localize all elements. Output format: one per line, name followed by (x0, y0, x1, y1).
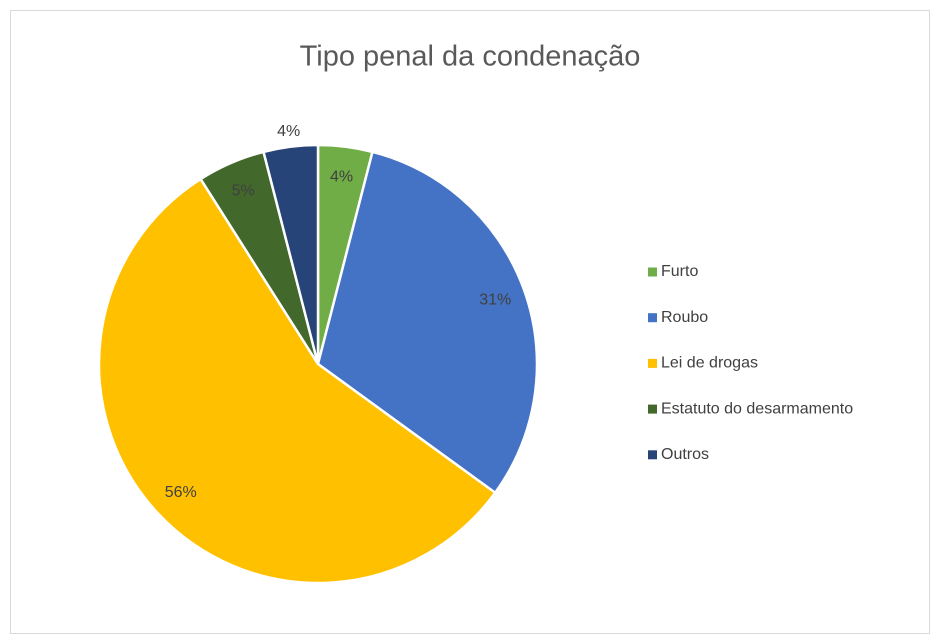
legend-swatch (648, 358, 657, 368)
data-label: 4% (277, 123, 300, 140)
legend-swatch (648, 313, 657, 323)
legend-swatch (648, 404, 657, 414)
data-label: 56% (165, 484, 197, 501)
legend-swatch (648, 267, 657, 277)
pie-slice (316, 150, 539, 495)
data-label: 4% (330, 168, 353, 185)
legend-label: Furto (661, 263, 698, 280)
legend-label: Lei de drogas (661, 355, 758, 372)
pie-slice (97, 177, 497, 585)
legend-label: Estatuto do desarmamento (661, 400, 853, 417)
data-label: 5% (232, 182, 255, 199)
chart-title: Tipo penal da condenação (300, 41, 641, 73)
legend-label: Outros (661, 446, 709, 463)
data-label: 31% (479, 291, 511, 308)
legend-label: Roubo (661, 309, 708, 326)
legend-swatch (648, 450, 657, 460)
pie-slice (262, 143, 320, 365)
